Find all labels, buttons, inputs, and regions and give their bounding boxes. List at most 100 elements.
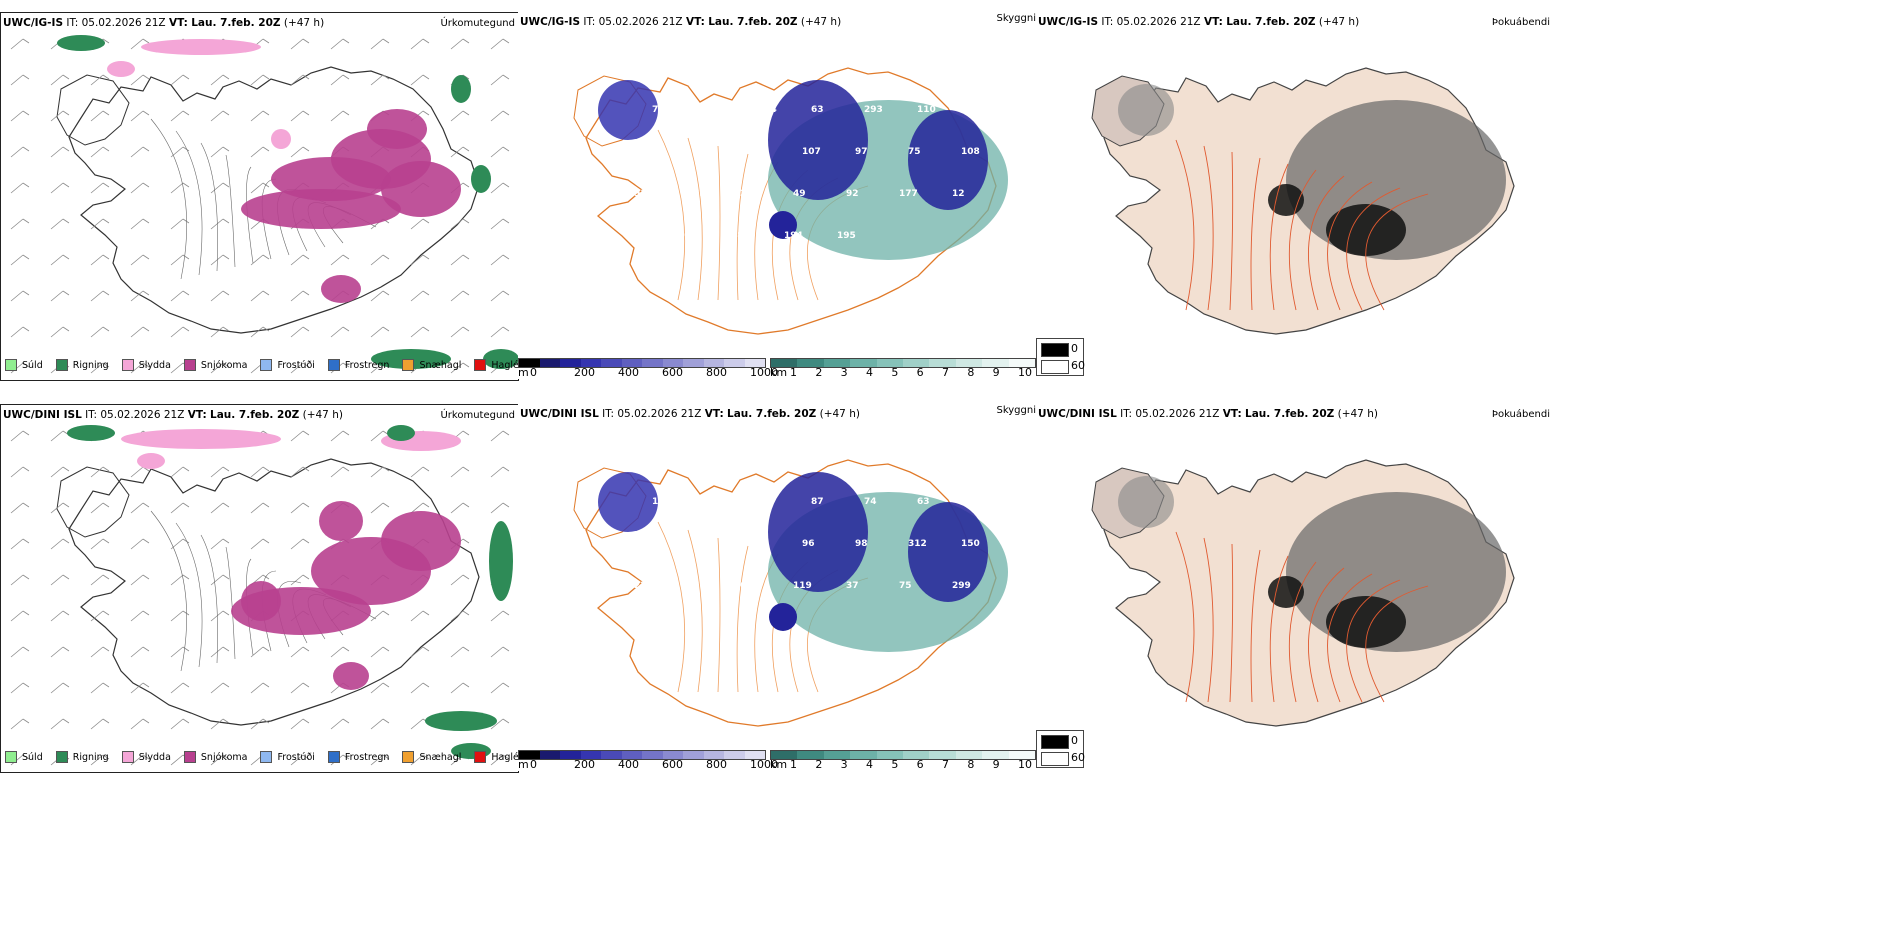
colorbar-segment [519,751,540,759]
colorbar-segment [621,359,642,367]
colorbar-segment [601,751,622,759]
fog-legend-label: 60 [1071,751,1085,764]
visibility-value-label: 105 [820,63,839,73]
colorbar-segment [876,359,904,367]
colorbar-tick: 6 [916,366,924,379]
legend-item: Snjókoma [183,359,247,371]
cloud-map: 59 72 12 42 105 74 61 78 77 85 104 63 293 110 147 122 25… [573,63,1008,335]
legend-item: Rigning [55,751,109,763]
visibility-value-label: 163 [687,189,706,199]
colorbar-segment [823,359,851,367]
legend-item: Súld [5,359,43,371]
fog-legend-swatch [1041,360,1069,374]
colorbar-tick: 1000 [750,366,778,379]
visibility-value-label: 122 [643,147,662,157]
colorbar-tick: 2 [815,758,823,771]
cloud-map: 81 13 106 126 69 56 73 96 110 102 91 87 74 63 111 119 10… [573,455,1008,727]
colorbar-tick: 7 [942,366,949,379]
legend-label: Súld [22,359,43,371]
colorbar-segment [797,751,824,759]
colorbar-tick: 3 [840,758,848,771]
visibility-value-label: 75 [908,147,921,157]
colorbar-segment [744,359,765,367]
legend-swatch [121,359,134,371]
precip-legend: Súld Rigning Slydda Snjókoma Frostúði Frostre… [5,749,535,765]
legend-label: Frostregn [344,751,390,763]
colorbar-tick: 400 [618,758,639,771]
visibility-value-label: 87 [811,497,824,507]
colorbar-segment [580,751,601,759]
legend-swatch [474,359,487,371]
fog-legend: 0 60 [1036,338,1085,376]
colorbar-tick: 10 [1018,366,1032,379]
colorbar-segment [519,359,540,367]
legend-swatch [55,751,68,763]
visibility-value-label: 108 [696,539,715,549]
visibility-value-label: 111 [970,497,989,507]
legend-label: Rigning [72,359,109,371]
colorbar-tick: 4 [866,758,873,771]
legend-item: Haglél [474,359,522,371]
visibility-value-label: 126 [767,455,786,465]
visibility-value-label: 59 [608,63,621,73]
visibility-colorbar: km 1 2 3 4 5 6 7 8 9 10 [770,358,1038,380]
visibility-value-label: 194 [784,231,803,241]
precip-type-panel-bottom: UWC/DINI ISL IT: 05.02.2026 21Z VT: Lau.… [0,404,522,773]
visibility-value-label: 312 [908,539,927,549]
colorbar-tick: 8 [967,758,975,771]
visibility-value-label: 96 [979,455,992,465]
fog-legend-swatch [1041,735,1069,749]
legend-swatch [327,751,340,763]
colorbar-segment [850,751,877,759]
colorbar-segment [724,751,745,759]
colorbar-segment [771,751,798,759]
legend-label: Frostúði [277,751,315,763]
visibility-value-label: 110 [917,105,936,115]
fog-panel-bottom: UWC/DINI ISL IT: 05.02.2026 21Z VT: Lau.… [1036,404,1554,771]
visibility-value-label: 104 [758,105,777,115]
visibility-value-label: 80 [678,231,691,241]
fog-map [1091,67,1515,335]
colorbar-tick: 4 [866,366,873,379]
visibility-value-label: 42 [767,63,780,73]
legend-label: Frostregn [344,359,390,371]
colorbar-segment [929,751,956,759]
visibility-value-label: 110 [652,497,671,507]
colorbar-segment [982,359,1009,367]
legend-item: Frostregn [327,359,390,371]
legend-item: Snæhagl [402,359,461,371]
legend-swatch [402,359,415,371]
legend-item: Frostúði [260,359,315,371]
panel-title-bottom-mid: UWC/DINI ISL IT: 05.02.2026 21Z VT: Lau.… [520,408,860,420]
legend-swatch [474,751,487,763]
colorbar-segment [955,751,983,759]
visibility-value-label: 177 [899,189,918,199]
visibility-value-label: 85 [705,105,718,115]
colorbar-segment [683,359,704,367]
legend-label: Snæhagl [419,751,462,763]
colorbar-segment [771,359,798,367]
visibility-value-label: 78 [979,63,992,73]
colorbar-segment [903,751,930,759]
colorbar-tick: 9 [992,366,1000,379]
panel-title-top-mid: UWC/IG-IS IT: 05.02.2026 21Z VT: Lau. 7.… [520,16,842,28]
colorbar-tick: 6 [916,758,924,771]
visibility-value-label: 106 [714,455,733,465]
colorbar-tick: 1 [790,758,797,771]
visibility-value-label: 93 [634,189,647,199]
colorbar-segment [903,359,930,367]
visibility-value-label: 195 [837,231,856,241]
legend-swatch [183,751,196,763]
precip-map [10,35,518,374]
visibility-value-label: 72 [661,63,674,73]
legend-item: Slydda [121,751,171,763]
legend-label: Haglél [491,751,522,763]
visibility-value-label: 96 [687,581,700,591]
colorbar-segment [1008,751,1036,759]
legend-swatch [121,751,134,763]
legend-swatch [402,751,415,763]
visibility-value-label: 220 [740,189,759,199]
fog-legend-label: 60 [1071,359,1085,372]
visibility-value-label: 74 [873,63,886,73]
colorbar-tick: 5 [891,366,899,379]
